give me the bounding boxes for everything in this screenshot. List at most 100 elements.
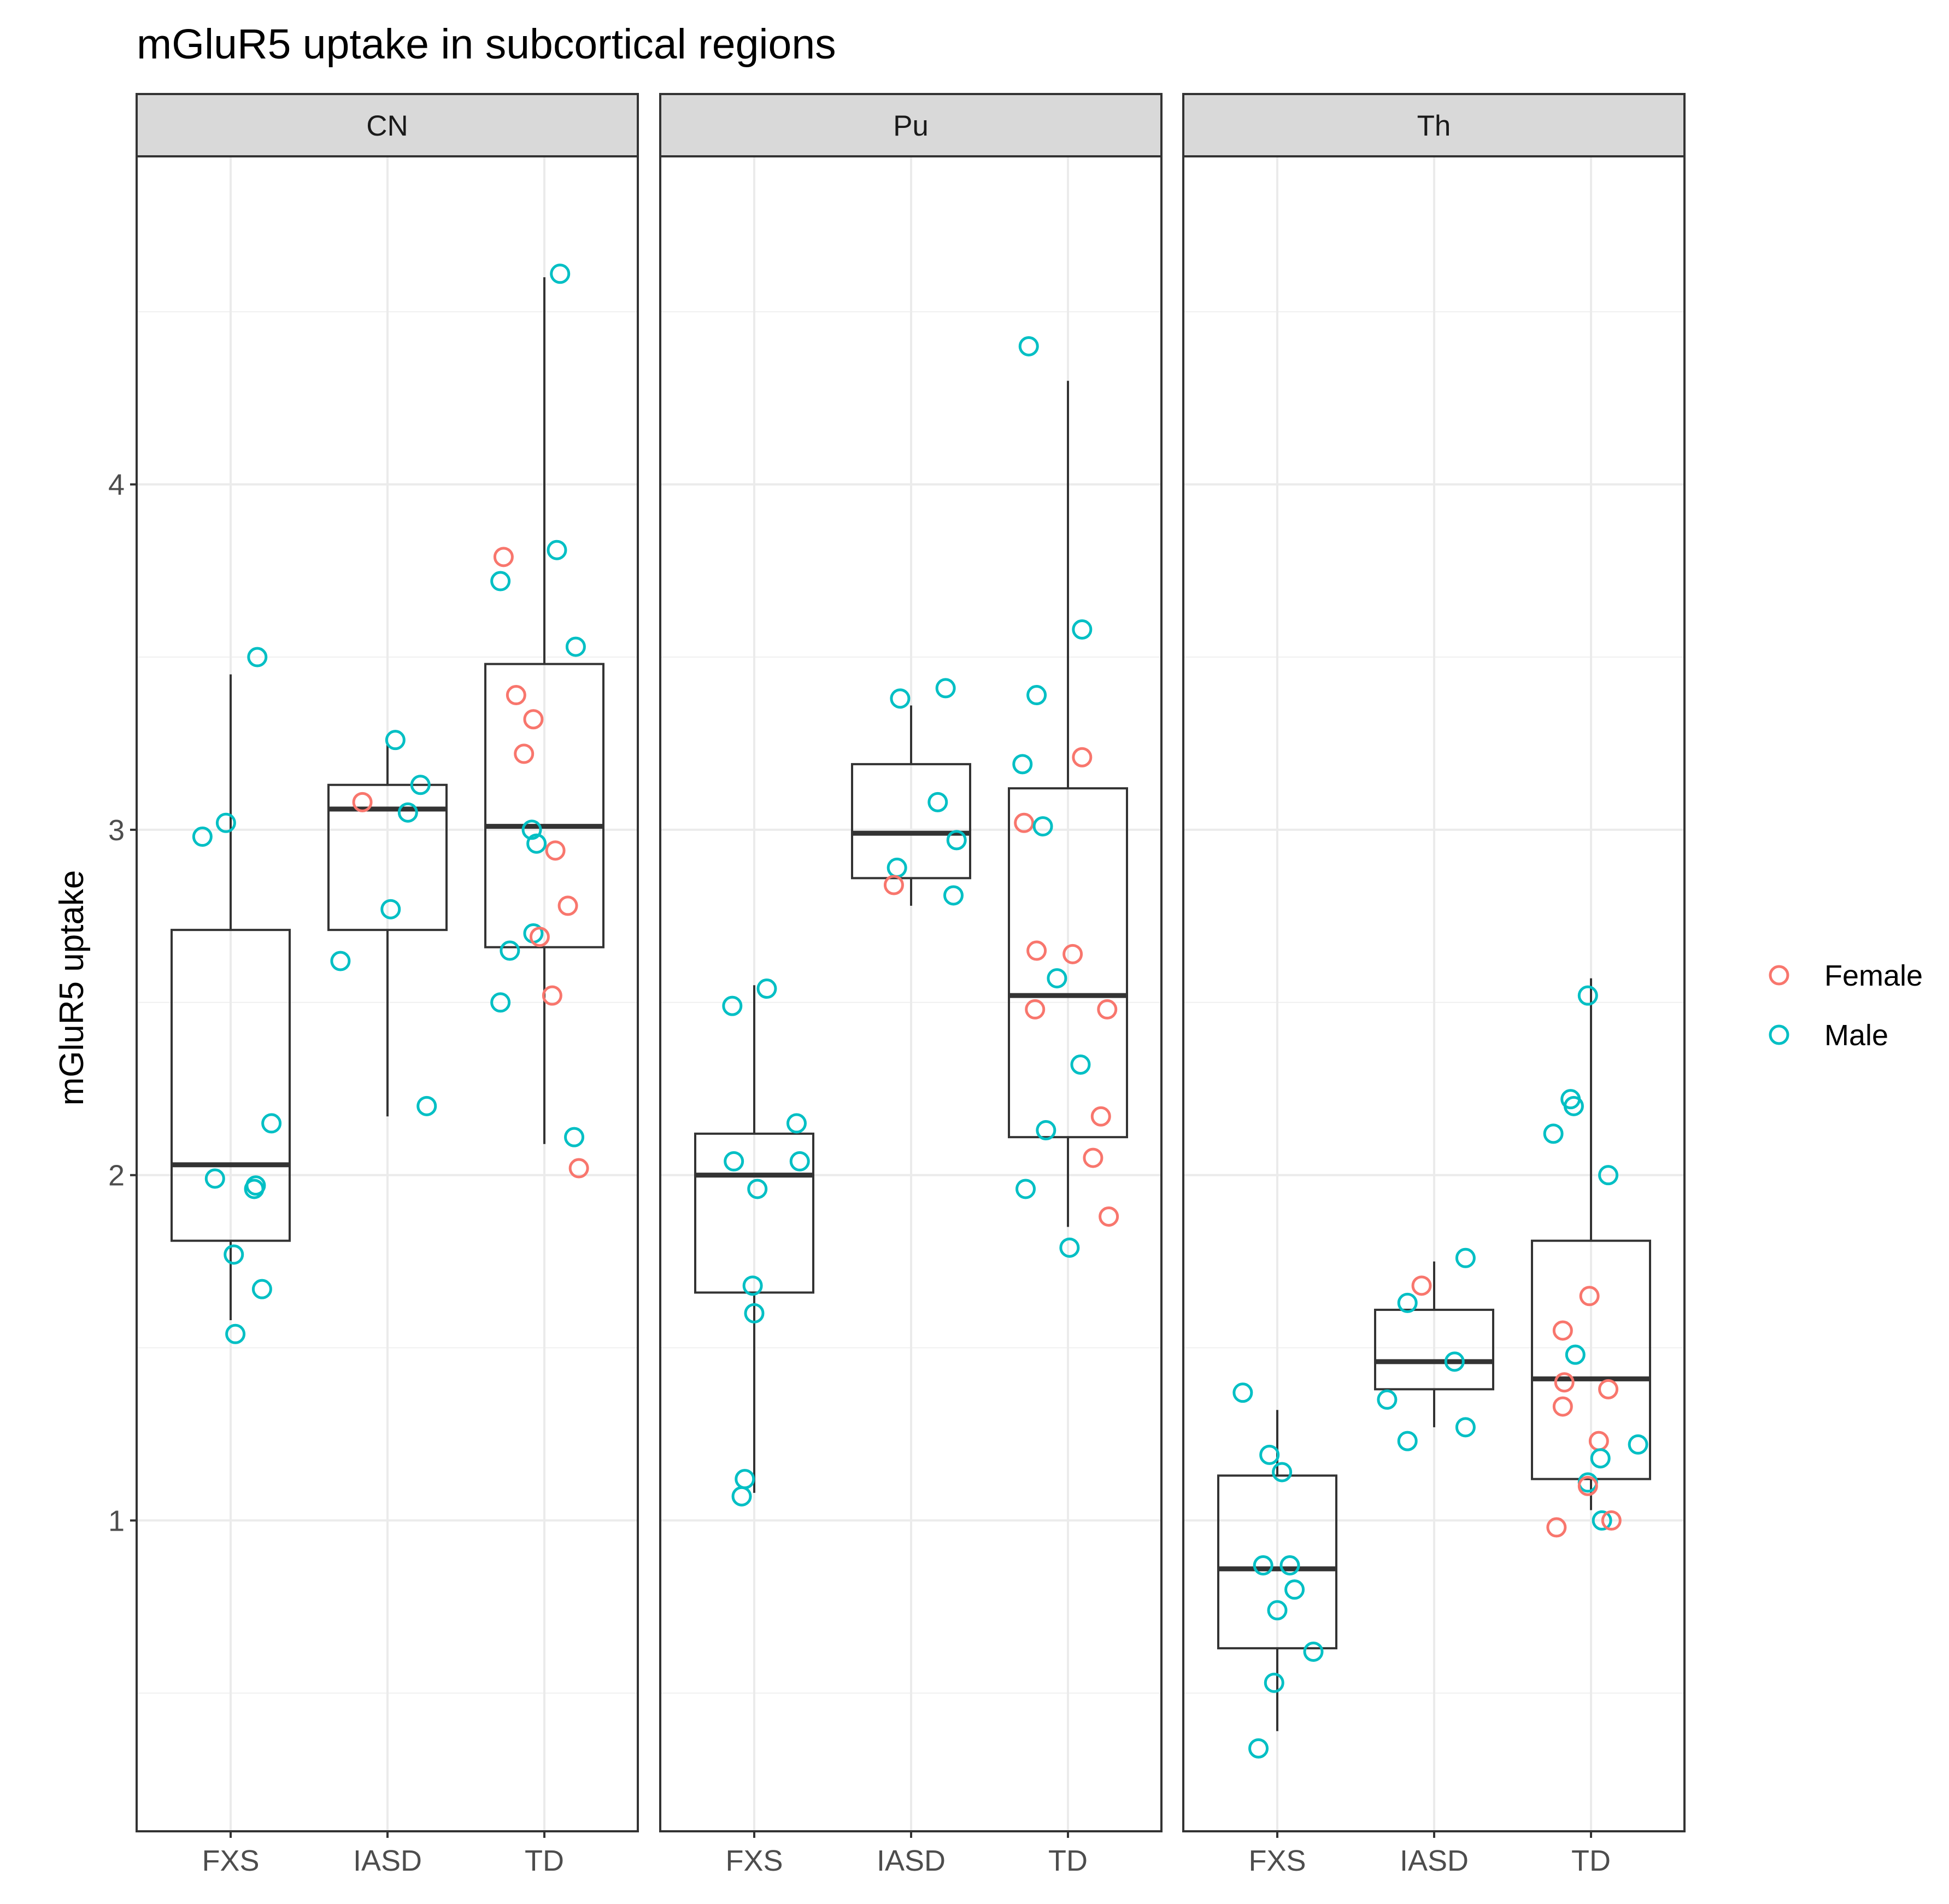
data-point-female (1552, 1396, 1573, 1417)
data-point-male (1565, 1344, 1586, 1365)
data-point-female (883, 875, 904, 895)
legend: Female Male (1769, 959, 1923, 1052)
data-point-male (397, 802, 418, 823)
data-point-male (410, 775, 431, 795)
data-points (1232, 985, 1648, 1759)
box-iqr (851, 763, 971, 880)
data-point-male (731, 1486, 752, 1507)
data-point-male (786, 1113, 807, 1134)
data-point-male (1015, 1179, 1036, 1199)
data-point-male (1397, 1431, 1418, 1451)
data-point-female (1062, 944, 1083, 964)
data-point-male (1397, 1292, 1418, 1313)
data-point-male (756, 979, 777, 999)
data-point-female (1025, 999, 1046, 1020)
data-point-male (500, 940, 520, 961)
y-tick-label: 4 (108, 468, 125, 501)
data-point-male (204, 1168, 225, 1189)
data-point-male (1444, 1351, 1465, 1372)
data-point-male (192, 827, 213, 847)
legend-label: Male (1824, 1019, 1888, 1052)
strip-label: Pu (893, 110, 929, 142)
data-point-male (722, 995, 743, 1016)
data-point-male (943, 885, 964, 906)
data-point-male (1264, 1672, 1284, 1693)
data-point-male (1018, 336, 1039, 356)
y-tick-label: 1 (108, 1504, 125, 1537)
data-point-male (1455, 1247, 1476, 1268)
data-point-male (1026, 685, 1047, 706)
data-point-female (1090, 1106, 1111, 1127)
data-point-male (416, 1095, 437, 1116)
data-point-male (1577, 985, 1598, 1006)
strip-background (1182, 93, 1686, 157)
box-fxs (171, 674, 291, 1321)
box-iqr (1217, 1474, 1337, 1650)
data-point-male (724, 1151, 744, 1171)
data-point-male (1248, 1738, 1269, 1759)
data-point-male (1032, 816, 1053, 837)
data-point-male (261, 1113, 282, 1134)
data-point-male (935, 678, 956, 699)
data-point-male (385, 730, 406, 751)
strip-label: Th (1417, 110, 1451, 142)
box-iasd (327, 743, 448, 1117)
data-point-male (1012, 754, 1033, 775)
box-iqr (171, 929, 291, 1242)
data-point-male (1303, 1641, 1324, 1662)
data-point-female (1601, 1510, 1622, 1531)
data-point-male (1272, 1462, 1293, 1483)
legend-label: Female (1824, 959, 1923, 992)
data-point-male (1253, 1555, 1273, 1576)
data-point-male (215, 812, 236, 833)
data-point-male (1047, 968, 1067, 989)
x-tick-label: IASD (1400, 1844, 1469, 1877)
data-point-male (244, 1179, 265, 1199)
data-point-male (380, 899, 401, 919)
data-point-male (1284, 1579, 1305, 1600)
data-point-female (542, 985, 562, 1006)
data-point-female (1097, 999, 1118, 1020)
data-point-male (1455, 1417, 1476, 1438)
data-point-female (1072, 747, 1093, 768)
data-points (722, 336, 1119, 1507)
data-point-male (1267, 1600, 1288, 1621)
data-point-male (1598, 1165, 1619, 1186)
data-point-female (1099, 1206, 1119, 1227)
data-point-male (224, 1244, 244, 1265)
data-point-male (330, 951, 351, 971)
data-point-male (1259, 1444, 1280, 1465)
data-point-male (946, 830, 967, 851)
y-axis: 1 2 3 4 (108, 468, 137, 1537)
box-iqr (484, 663, 604, 948)
y-tick-label: 3 (108, 814, 125, 847)
data-point-female (545, 840, 566, 861)
strip-background (659, 93, 1163, 157)
data-point-male (225, 1323, 246, 1344)
data-point-male (890, 688, 911, 709)
x-tick-label: TD (525, 1844, 564, 1877)
data-point-male (1590, 1448, 1611, 1469)
x-tick-label: FXS (202, 1844, 259, 1877)
x-tick-label: TD (1571, 1844, 1611, 1877)
data-point-female (557, 895, 578, 916)
data-points (192, 263, 589, 1344)
x-tick-label: IASD (877, 1844, 946, 1877)
box-fxs (694, 985, 814, 1493)
data-point-male (490, 992, 511, 1013)
data-point-male (550, 263, 571, 284)
strip-label: CN (366, 110, 408, 142)
x-tick-label: FXS (725, 1844, 783, 1877)
box-iqr (1008, 787, 1128, 1139)
x-tick-label: IASD (353, 1844, 422, 1877)
data-point-male (565, 636, 586, 657)
data-point-male (1377, 1389, 1398, 1410)
y-axis-label: mGluR5 uptake (53, 870, 91, 1106)
data-point-female (1577, 1475, 1598, 1496)
legend-key (1769, 965, 1789, 986)
data-point-female (1411, 1275, 1432, 1296)
data-point-male (742, 1275, 763, 1296)
data-point-male (927, 792, 948, 812)
data-point-female (568, 1158, 589, 1179)
